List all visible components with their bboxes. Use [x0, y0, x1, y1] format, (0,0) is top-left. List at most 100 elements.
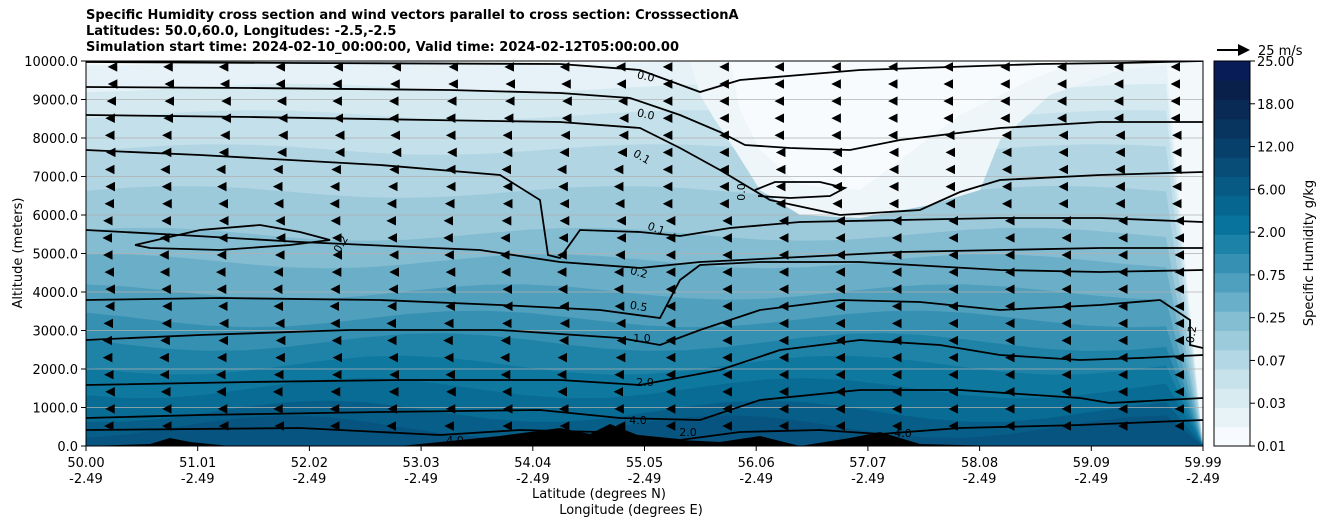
title-line-2: Latitudes: 50.0,60.0, Longitudes: -2.5,-…	[86, 24, 397, 39]
contour-line	[86, 261, 1203, 319]
colorbar-segment	[1214, 369, 1250, 389]
colorbar-segment	[1214, 118, 1250, 139]
x-tick-label-lon: -2.49	[1186, 472, 1220, 487]
y-axis-label: Altitude (meters)	[11, 198, 26, 309]
contour-line	[754, 181, 848, 199]
colorbar-segment	[1214, 215, 1250, 235]
terrain-silhouette	[86, 424, 1203, 446]
colorbar-segment	[1214, 292, 1250, 312]
colorbar-tick-label: 0.01	[1257, 440, 1286, 455]
colorbar-tick-label: 12.00	[1257, 141, 1294, 156]
contour-label: 0.0	[1026, 51, 1044, 64]
contour-line	[86, 229, 1203, 269]
contour-label: 0.5	[629, 299, 648, 315]
contour-label: 0.1	[646, 220, 667, 238]
x-axis-label-longitude: Longitude (degrees E)	[559, 503, 703, 518]
gridlines	[86, 61, 1203, 446]
quiver-key-label: 25 m/s	[1258, 44, 1303, 59]
colorbar-segment	[1214, 253, 1250, 274]
y-tick-label: 7000.0	[33, 171, 79, 186]
x-tick-label-lat: 55.05	[626, 456, 663, 471]
x-tick-label-lon: -2.49	[181, 472, 215, 487]
y-tick-label: 4000.0	[33, 286, 79, 301]
colorbar-frame	[1213, 60, 1251, 447]
x-tick-label-lon: -2.49	[739, 472, 773, 487]
colorbar-segment	[1214, 272, 1250, 293]
contour-line	[86, 61, 1203, 93]
contour-label: 1.0	[633, 332, 651, 345]
x-tick-label-lat: 58.08	[961, 456, 998, 471]
y-tick-label: 3000.0	[33, 325, 79, 340]
colorbar-segment	[1214, 311, 1250, 331]
y-tick-label: 0.0	[57, 440, 78, 455]
x-tick-label-lon: -2.49	[1074, 472, 1108, 487]
x-tick-label-lat: 52.02	[291, 456, 328, 471]
terrain	[86, 424, 1203, 446]
y-tick-label: 5000.0	[33, 248, 79, 263]
colorbar-tick-label: 0.75	[1257, 269, 1286, 284]
contour-label: 4.0	[629, 414, 647, 427]
y-tick-label: 2000.0	[33, 363, 79, 378]
title-line-3: Simulation start time: 2024-02-10_00:00:…	[86, 40, 679, 55]
quiver-key: 25 m/s	[1217, 44, 1303, 59]
x-tick-label-lat: 54.04	[514, 456, 551, 471]
contour-line	[86, 339, 1203, 386]
contour-line	[86, 114, 1203, 216]
contour-label: 0.0	[636, 68, 656, 84]
colorbar-segment	[1214, 388, 1250, 408]
colorbar-segment	[1214, 157, 1250, 177]
colorbar: 0.01 0.03 0.07 0.25 0.75 2.00 6.00 12.00 18.00 25…	[1214, 55, 1294, 455]
colorbar-segment	[1214, 426, 1250, 447]
contour-line	[86, 86, 1203, 151]
colorbar-tick-label: 2.00	[1257, 226, 1286, 241]
y-axis: 0.0 1000.0 2000.0 3000.0 4000.0 5000.0 6000.0 7…	[24, 55, 86, 455]
colorbar-tick-label: 0.25	[1257, 312, 1286, 327]
contour-line	[86, 389, 1203, 421]
x-tick-label-lat: 56.06	[738, 456, 775, 471]
y-tick-label: 8000.0	[33, 132, 79, 147]
x-tick-label-lon: -2.49	[851, 472, 885, 487]
contour-label: 0.2	[629, 264, 649, 281]
wind-vectors	[943, 62, 1181, 123]
contour-label: 4.0	[894, 427, 912, 440]
colorbar-tick-label: 6.00	[1257, 183, 1286, 198]
contour-line	[86, 299, 1203, 349]
contour-label: 2.0	[636, 376, 654, 389]
plot-area: 0.00.00.10.00.10.20.20.51.02.04.04.02.0 4…	[86, 51, 1203, 447]
colorbar-segment	[1214, 195, 1250, 216]
colorbar-segment	[1214, 330, 1250, 351]
contour-line	[86, 149, 1203, 260]
x-tick-label-lat: 51.01	[179, 456, 216, 471]
x-tick-label-lon: -2.49	[293, 472, 327, 487]
x-tick-label-lon: -2.49	[69, 472, 103, 487]
x-axis-label-latitude: Latitude (degrees N)	[532, 487, 666, 502]
y-tick-label: 10000.0	[24, 55, 78, 70]
colorbar-segment	[1214, 99, 1250, 120]
colorbar-segment	[1214, 349, 1250, 370]
contour-line	[86, 419, 1203, 441]
contour-line	[134, 224, 331, 251]
colorbar-label: Specific Humidity g/kg	[1302, 180, 1317, 326]
contour-label: 4.0	[446, 434, 464, 447]
colorbar-segment	[1214, 234, 1250, 254]
x-tick-label-lat: 59.09	[1073, 456, 1110, 471]
colorbar-tick-label: 0.07	[1257, 354, 1286, 369]
contour-label: 2.0	[679, 426, 697, 439]
colorbar-segment	[1214, 138, 1250, 158]
dry-plume-core	[730, 61, 1080, 190]
colorbar-segment	[1214, 407, 1250, 428]
humidity-contours	[86, 61, 1203, 441]
contour-label: 0.0	[735, 183, 748, 201]
contour-label: 0.0	[636, 106, 656, 122]
x-tick-label-lon: -2.49	[404, 472, 438, 487]
x-tick-label-lon: -2.49	[963, 472, 997, 487]
x-tick-label-lat: 53.03	[402, 456, 439, 471]
y-tick-label: 9000.0	[33, 94, 79, 109]
colorbar-tick-label: 18.00	[1257, 98, 1294, 113]
chart-title: Specific Humidity cross section and wind…	[86, 8, 739, 56]
colorbar-tick-label: 25.00	[1257, 55, 1294, 70]
title-line-1: Specific Humidity cross section and wind…	[86, 8, 739, 23]
colorbar-segment	[1214, 176, 1250, 197]
contour-label: 0.2	[1184, 325, 1200, 344]
